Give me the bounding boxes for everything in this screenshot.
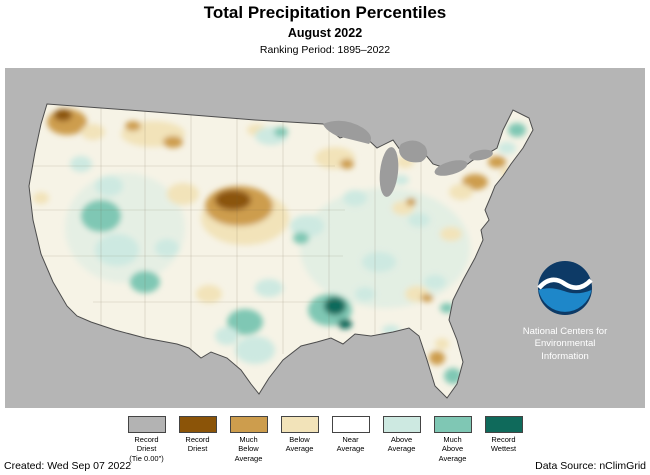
legend-item: Above Average	[382, 416, 422, 463]
figure-header: Total Precipitation Percentiles August 2…	[0, 0, 650, 56]
legend-label: Much Below Average	[234, 435, 263, 463]
legend-item: Record Driest (Tie 0.00")	[127, 416, 167, 463]
legend-label: Record Driest	[185, 435, 210, 454]
legend-label: Near Average	[336, 435, 365, 454]
noaa-branding: National Centers for Environmental Infor…	[503, 260, 627, 363]
legend: Record Driest (Tie 0.00") Record Driest Much B…	[0, 416, 650, 463]
noaa-org-name: National Centers for Environmental Infor…	[522, 326, 608, 362]
legend-swatch	[484, 416, 523, 433]
legend-item: Much Below Average	[229, 416, 269, 463]
legend-item: Record Driest	[178, 416, 218, 463]
state-boundary-hints	[31, 104, 422, 368]
legend-item: Near Average	[331, 416, 371, 463]
created-date: Created: Wed Sep 07 2022	[4, 460, 132, 472]
precip-pattern	[33, 109, 526, 384]
legend-swatch	[178, 416, 217, 433]
legend-label: Below Average	[285, 435, 314, 454]
great-lakes	[323, 120, 493, 197]
legend-item: Much Above Average	[433, 416, 473, 463]
legend-swatch	[127, 416, 166, 433]
legend-item: Below Average	[280, 416, 320, 463]
figure-subtitle: August 2022	[287, 26, 363, 41]
legend-swatch	[331, 416, 370, 433]
figure-title: Total Precipitation Percentiles	[203, 3, 447, 22]
ranking-period: Ranking Period: 1895–2022	[259, 44, 391, 57]
legend-label: Much Above Average	[438, 435, 467, 463]
map-area: National Centers for Environmental Infor…	[5, 68, 645, 408]
legend-swatch	[433, 416, 472, 433]
legend-label: Above Average	[387, 435, 416, 454]
legend-label: Record Wettest	[490, 435, 517, 454]
legend-swatch	[229, 416, 268, 433]
legend-swatch	[382, 416, 421, 433]
legend-item: Record Wettest	[484, 416, 524, 463]
us-precipitation-map	[28, 103, 534, 399]
noaa-logo-icon	[537, 261, 593, 315]
legend-swatch	[280, 416, 319, 433]
data-source: Data Source: nClimGrid	[535, 460, 646, 472]
legend-label: Record Driest (Tie 0.00")	[129, 435, 164, 463]
